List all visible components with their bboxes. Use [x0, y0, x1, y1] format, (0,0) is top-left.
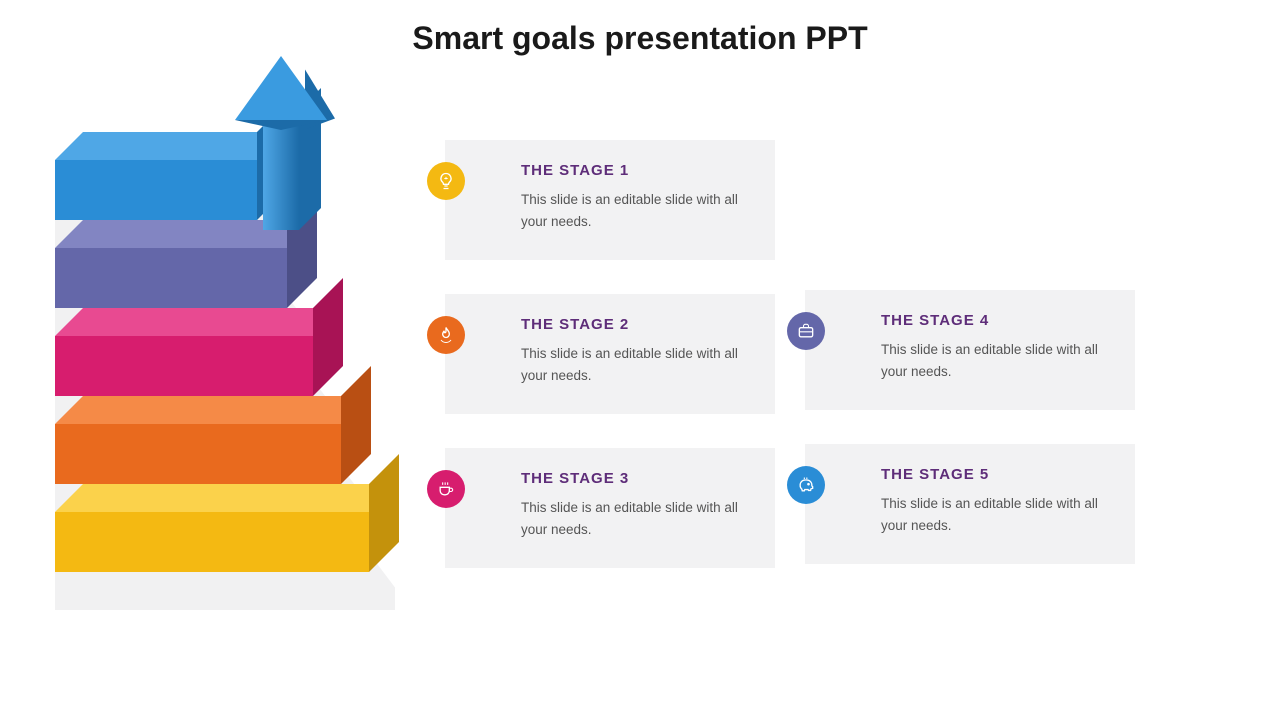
piggy-bank-icon: [787, 466, 825, 504]
stair-step-4: [55, 248, 287, 308]
card-title: THE STAGE 5: [881, 466, 1117, 483]
page-title: Smart goals presentation PPT: [0, 20, 1280, 57]
card-title: THE STAGE 3: [521, 470, 757, 487]
card-title: THE STAGE 1: [521, 162, 757, 179]
card-body: This slide is an editable slide with all…: [521, 343, 757, 386]
card-title: THE STAGE 2: [521, 316, 757, 333]
briefcase-icon: [787, 312, 825, 350]
card-body: This slide is an editable slide with all…: [881, 493, 1117, 536]
lightbulb-icon: [427, 162, 465, 200]
stair-step-3: [55, 336, 313, 396]
card-title: THE STAGE 4: [881, 312, 1117, 329]
stair-step-5: [55, 160, 257, 220]
staircase-graphic: [55, 100, 415, 620]
card-body: This slide is an editable slide with all…: [521, 189, 757, 232]
stage-card-2: THE STAGE 2 This slide is an editable sl…: [445, 294, 775, 414]
stage-card-4: THE STAGE 4 This slide is an editable sl…: [805, 290, 1135, 410]
stage-card-1: THE STAGE 1 This slide is an editable sl…: [445, 140, 775, 260]
stage-card-5: THE STAGE 5 This slide is an editable sl…: [805, 444, 1135, 564]
card-body: This slide is an editable slide with all…: [521, 497, 757, 540]
flame-icon: [427, 316, 465, 354]
card-column-2: THE STAGE 4 This slide is an editable sl…: [805, 290, 1135, 564]
card-body: This slide is an editable slide with all…: [881, 339, 1117, 382]
stair-step-2: [55, 424, 341, 484]
coffee-cup-icon: [427, 470, 465, 508]
stage-card-3: THE STAGE 3 This slide is an editable sl…: [445, 448, 775, 568]
card-column-1: THE STAGE 1 This slide is an editable sl…: [445, 140, 775, 568]
stair-step-1: [55, 512, 369, 572]
